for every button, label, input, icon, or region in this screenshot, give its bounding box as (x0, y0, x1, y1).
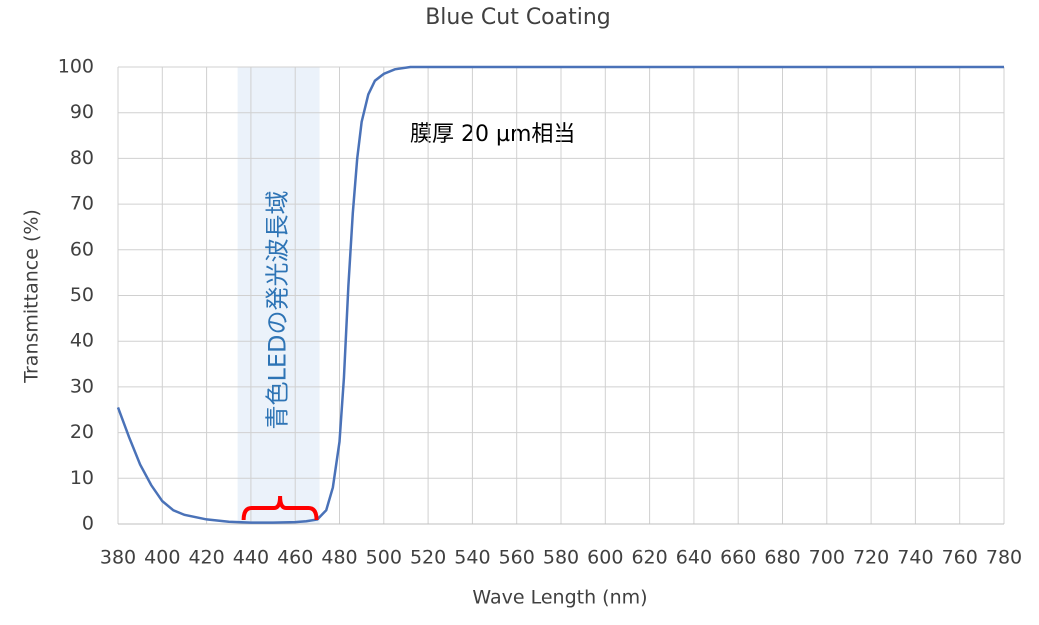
x-tick-label: 560 (499, 547, 535, 569)
x-tick-label: 400 (144, 547, 180, 569)
annotation: 膜厚 20 µm相当 (410, 122, 575, 147)
x-tick-label: 520 (410, 547, 446, 569)
x-tick-label: 440 (233, 547, 269, 569)
x-tick-label: 380 (100, 547, 136, 569)
x-tick-label: 460 (277, 547, 313, 569)
x-tick-label: 720 (853, 547, 889, 569)
y-tick-label: 40 (70, 330, 94, 352)
x-tick-label: 740 (897, 547, 933, 569)
x-tick-label: 420 (188, 547, 224, 569)
x-tick-label: 760 (942, 547, 978, 569)
x-tick-label: 540 (454, 547, 490, 569)
y-tick-label: 20 (70, 421, 94, 443)
x-tick-label: 640 (676, 547, 712, 569)
x-tick-label: 580 (543, 547, 579, 569)
y-tick-label: 50 (70, 284, 94, 306)
x-tick-label: 680 (764, 547, 800, 569)
chart-title: Blue Cut Coating (425, 5, 611, 30)
highlight-label: 青色LEDの発光波長域 (264, 190, 292, 429)
y-tick-label: 0 (82, 513, 94, 535)
y-axis-title: Transmittance (%) (21, 209, 43, 384)
y-tick-label: 10 (70, 467, 94, 489)
x-tick-label: 780 (986, 547, 1022, 569)
y-tick-label: 30 (70, 375, 94, 397)
y-tick-label: 60 (70, 238, 94, 260)
x-tick-label: 700 (809, 547, 845, 569)
line-series (116, 65, 1004, 524)
y-tick-label: 90 (70, 101, 94, 123)
y-tick-label: 70 (70, 193, 94, 215)
y-tick-label: 100 (58, 56, 94, 78)
brace (241, 495, 319, 521)
x-tick-label: 620 (631, 547, 667, 569)
x-tick-label: 480 (321, 547, 357, 569)
x-axis-title: Wave Length (nm) (472, 587, 647, 609)
x-tick-label: 660 (720, 547, 756, 569)
x-tick-label: 500 (366, 547, 402, 569)
y-tick-label: 80 (70, 147, 94, 169)
x-tick-label: 600 (587, 547, 623, 569)
